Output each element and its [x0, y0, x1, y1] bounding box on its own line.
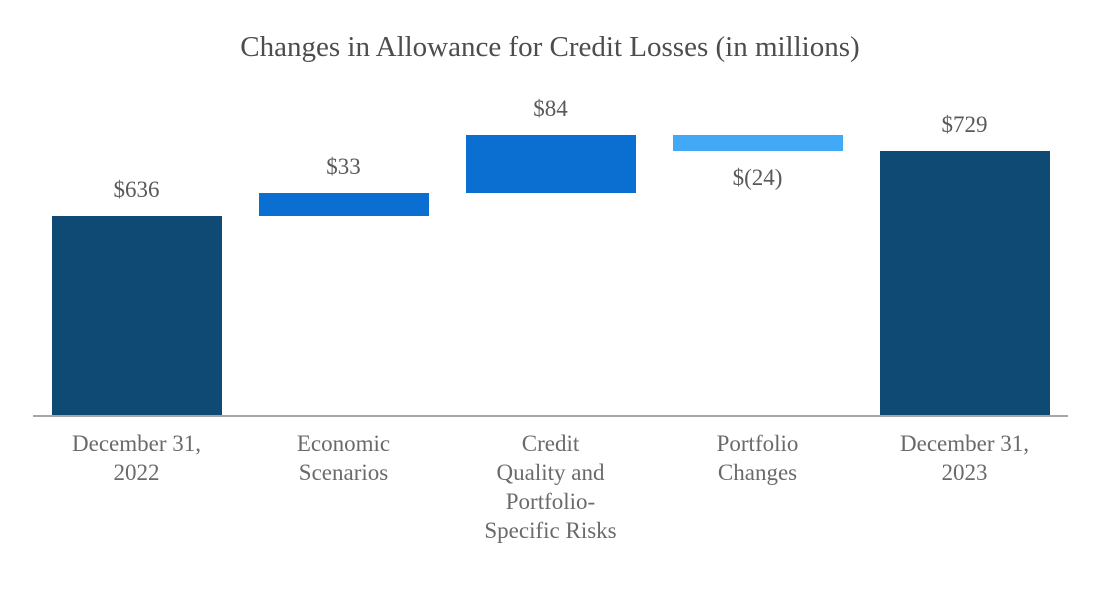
bar-december-31-2022	[51, 216, 222, 415]
value-label-credit-quality-and-portfolio-specific-risks: $84	[533, 95, 568, 121]
category-label-december-31-2023: December 31, 2023	[900, 431, 1029, 485]
value-label-december-31-2022: $636	[113, 177, 160, 202]
bar-credit-quality-and-portfolio-specific-risks	[465, 134, 636, 194]
chart-title: Changes in Allowance for Credit Losses (…	[240, 31, 860, 63]
category-label-economic-scenarios: Economic Scenarios	[296, 431, 391, 485]
bar-december-31-2023	[879, 151, 1050, 415]
category-label-december-31-2022: December 31, 2022	[72, 431, 201, 485]
value-label-portfolio-changes: $(24)	[732, 165, 783, 191]
category-label-credit-quality-and-portfolio-specific-risks: Credit Quality and Portfolio- Specific R…	[484, 431, 617, 543]
category-label-portfolio-changes: Portfolio Changes	[716, 431, 799, 485]
value-label-december-31-2023: $729	[941, 112, 988, 138]
x-axis-line	[33, 415, 1068, 417]
bar-portfolio-changes	[672, 134, 843, 152]
value-label-economic-scenarios: $33	[326, 154, 361, 180]
bar-economic-scenarios	[258, 193, 429, 216]
